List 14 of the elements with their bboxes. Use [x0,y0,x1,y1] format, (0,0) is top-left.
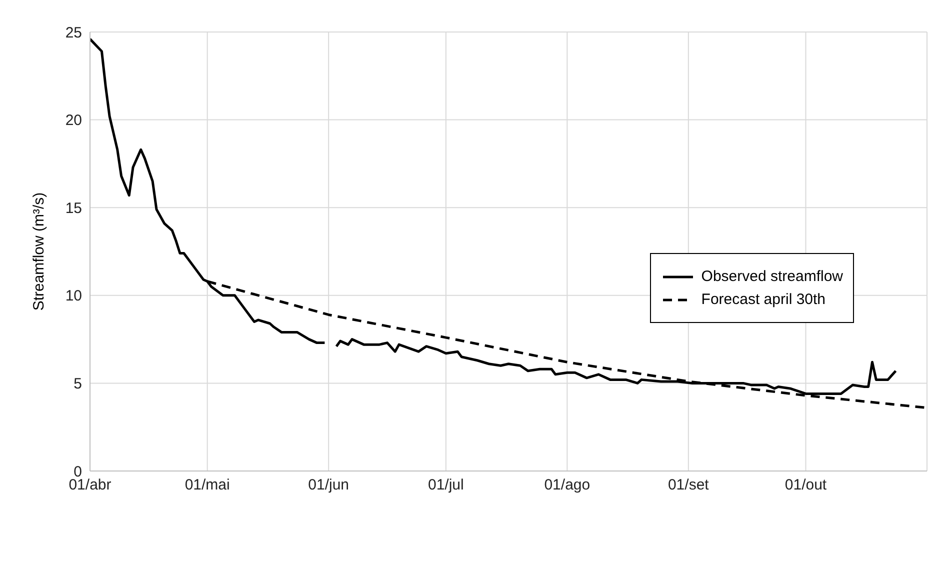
x-tick-label: 01/out [784,476,828,494]
x-tick-label: 01/ago [544,476,590,494]
y-tick-label: 10 [65,288,82,305]
y-tick-label: 20 [65,112,82,130]
x-tick-label: 01/jun [308,476,350,494]
legend-label: Forecast april 30th [701,291,826,308]
legend-label: Observed streamflow [701,268,843,285]
y-axis-title: Streamflow (m³/s) [30,192,48,311]
y-tick-label: 15 [65,200,82,217]
y-tick-label: 25 [65,24,82,42]
x-tick-label: 01/jul [428,476,464,494]
x-tick-label: 01/set [668,476,710,494]
y-tick-label: 5 [74,376,82,393]
x-tick-label: 01/mai [184,476,230,494]
